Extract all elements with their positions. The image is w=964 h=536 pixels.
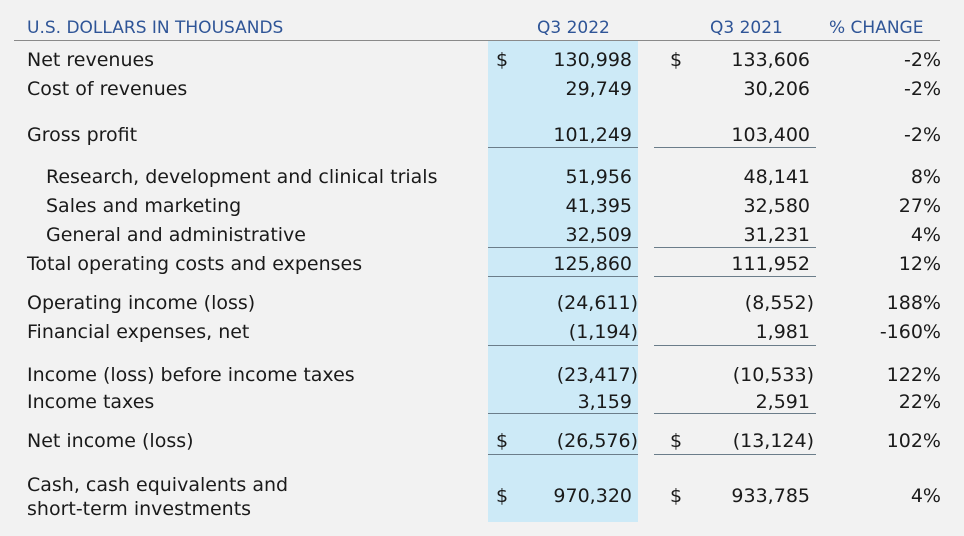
value-q3-2022: 3,159 [577,391,632,413]
value-change: 22% [898,391,941,413]
table-row-net-income: Net income (loss) $ (26,576) $ (13,124) … [0,430,964,452]
value-change: 27% [898,195,941,217]
value-q3-2021: (8,552) [744,292,814,314]
currency-symbol: $ [670,485,683,507]
value-q3-2021: (10,533) [732,364,814,386]
underline [488,247,638,248]
header-divider [14,40,940,41]
value-change: 8% [910,166,941,188]
underline [654,413,816,414]
value-q3-2021: 48,141 [743,166,810,188]
table-row-income-taxes: Income taxes 3,159 2,591 22% [0,391,964,413]
row-label: Gross profit [27,124,138,146]
value-q3-2022: 970,320 [553,485,632,507]
underline [488,413,638,414]
value-q3-2022: 41,395 [565,195,632,217]
row-label: Operating income (loss) [27,292,256,314]
value-q3-2021: 1,981 [755,321,810,343]
value-change: 12% [898,253,941,275]
underline [488,147,638,148]
table-row-cash: Cash, cash equivalents and short-term in… [0,474,964,522]
value-q3-2022: 101,249 [553,124,632,146]
value-change: -2% [904,78,941,100]
value-q3-2021: 133,606 [731,49,810,71]
currency-symbol: $ [670,49,683,71]
table-row-financial-expenses: Financial expenses, net (1,194) 1,981 -1… [0,321,964,343]
value-q3-2021: 2,591 [755,391,810,413]
col-header-q3-2021: Q3 2021 [710,18,783,38]
value-q3-2021: (13,124) [732,430,814,452]
value-q3-2021: 32,580 [743,195,810,217]
value-q3-2022: 51,956 [565,166,632,188]
row-label: Cost of revenues [27,78,188,100]
underline [654,454,816,455]
row-label-line1: Cash, cash equivalents and [27,474,289,496]
value-q3-2022: 125,860 [553,253,632,275]
row-label-line2: short-term investments [27,498,252,520]
table-row-cost-of-revenues: Cost of revenues 29,749 30,206 -2% [0,78,964,100]
value-change: -2% [904,124,941,146]
row-label: Research, development and clinical trial… [46,166,438,188]
underline [488,454,638,455]
value-q3-2022: (1,194) [568,321,638,343]
value-change: 122% [886,364,941,386]
value-q3-2022: (23,417) [556,364,638,386]
col-header-change: % CHANGE [829,18,924,38]
row-label: Income (loss) before income taxes [27,364,355,386]
units-header: U.S. DOLLARS IN THOUSANDS [27,18,284,38]
value-q3-2022: 29,749 [565,78,632,100]
underline [654,276,816,277]
value-q3-2022: 32,509 [565,224,632,246]
currency-symbol: $ [670,430,683,452]
underline [654,147,816,148]
underline [654,247,816,248]
row-label: General and administrative [46,224,306,246]
q3-2022-column-highlight [488,41,638,522]
value-q3-2022: (26,576) [556,430,638,452]
value-q3-2022: (24,611) [556,292,638,314]
row-label: Financial expenses, net [27,321,250,343]
value-q3-2021: 30,206 [743,78,810,100]
row-label: Sales and marketing [46,195,242,217]
underline [488,276,638,277]
row-label: Income taxes [27,391,155,413]
table-row-general-administrative: General and administrative 32,509 31,231… [0,224,964,246]
value-q3-2021: 933,785 [731,485,810,507]
value-q3-2022: 130,998 [553,49,632,71]
value-change: -160% [879,321,941,343]
table-row-sales-marketing: Sales and marketing 41,395 32,580 27% [0,195,964,217]
currency-symbol: $ [496,485,509,507]
currency-symbol: $ [496,49,509,71]
col-header-q3-2022: Q3 2022 [537,18,610,38]
value-change: 102% [886,430,941,452]
row-label: Total operating costs and expenses [27,253,363,275]
table-row-net-revenues: Net revenues $ 130,998 $ 133,606 -2% [0,49,964,71]
table-row-gross-profit: Gross profit 101,249 103,400 -2% [0,124,964,146]
table-row-total-operating-costs: Total operating costs and expenses 125,8… [0,253,964,275]
underline [488,345,638,346]
value-change: 188% [886,292,941,314]
value-q3-2021: 103,400 [731,124,810,146]
underline [654,345,816,346]
value-q3-2021: 31,231 [743,224,810,246]
row-label: Net income (loss) [27,430,194,452]
table-row-research-development: Research, development and clinical trial… [0,166,964,188]
row-label: Net revenues [27,49,155,71]
value-change: 4% [910,224,941,246]
table-row-income-before-taxes: Income (loss) before income taxes (23,41… [0,364,964,386]
value-q3-2021: 111,952 [731,253,810,275]
currency-symbol: $ [496,430,509,452]
value-change: -2% [904,49,941,71]
value-change: 4% [910,485,941,507]
table-row-operating-income: Operating income (loss) (24,611) (8,552)… [0,292,964,314]
